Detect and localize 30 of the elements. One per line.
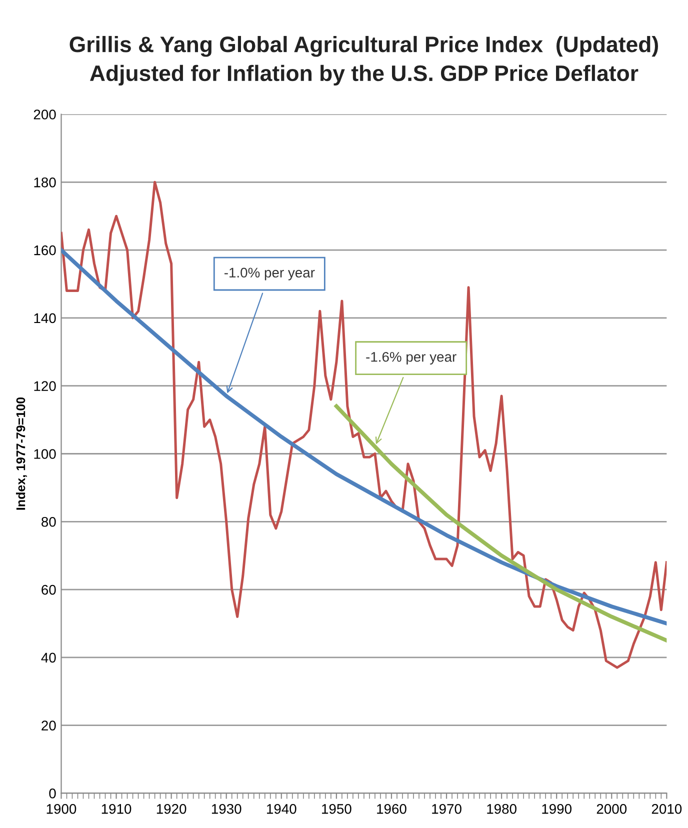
line-series: [61, 248, 667, 626]
annotation: -1.6% per year: [366, 352, 456, 365]
y-tick-label: 40: [41, 652, 56, 663]
y-tick-label: 100: [34, 449, 56, 459]
x-tick-label: 1940: [267, 804, 296, 814]
line-series: [334, 404, 667, 642]
y-tick-label: 180: [34, 177, 56, 188]
y-tick-label: 200: [34, 110, 56, 120]
x-tick-label: 1980: [487, 804, 516, 814]
y-axis-title: Index, 1977-79=100: [16, 397, 27, 510]
x-tick-label: 1990: [542, 804, 572, 814]
x-tick-label: 1960: [377, 804, 406, 814]
y-tick-label: 120: [34, 381, 56, 392]
x-tick-label: 1930: [212, 804, 242, 814]
y-tick-label: 160: [34, 245, 56, 256]
x-tick-label: 1920: [156, 804, 186, 814]
annotation: -1.0% per year: [224, 268, 315, 280]
y-tick-label: 20: [42, 720, 56, 730]
x-tick-label: 2010: [652, 804, 682, 814]
x-tick-label: 1900: [46, 804, 76, 814]
y-tick-label: 0: [49, 788, 56, 798]
y-tick-label: 80: [42, 516, 56, 527]
y-tick-label: 140: [34, 313, 56, 324]
x-tick-label: 1950: [322, 804, 352, 814]
x-tick-label: 2000: [596, 804, 627, 814]
line-series: [61, 180, 667, 669]
y-tick-label: 60: [42, 584, 56, 595]
chart-title: Grillis & Yang Global Agricultural Price Index (Updated) Adjusted for Inflation by the U.S. GDP Price Deflator: [70, 36, 658, 86]
x-tick-label: 1910: [102, 804, 132, 814]
x-tick-label: 1970: [432, 804, 462, 814]
